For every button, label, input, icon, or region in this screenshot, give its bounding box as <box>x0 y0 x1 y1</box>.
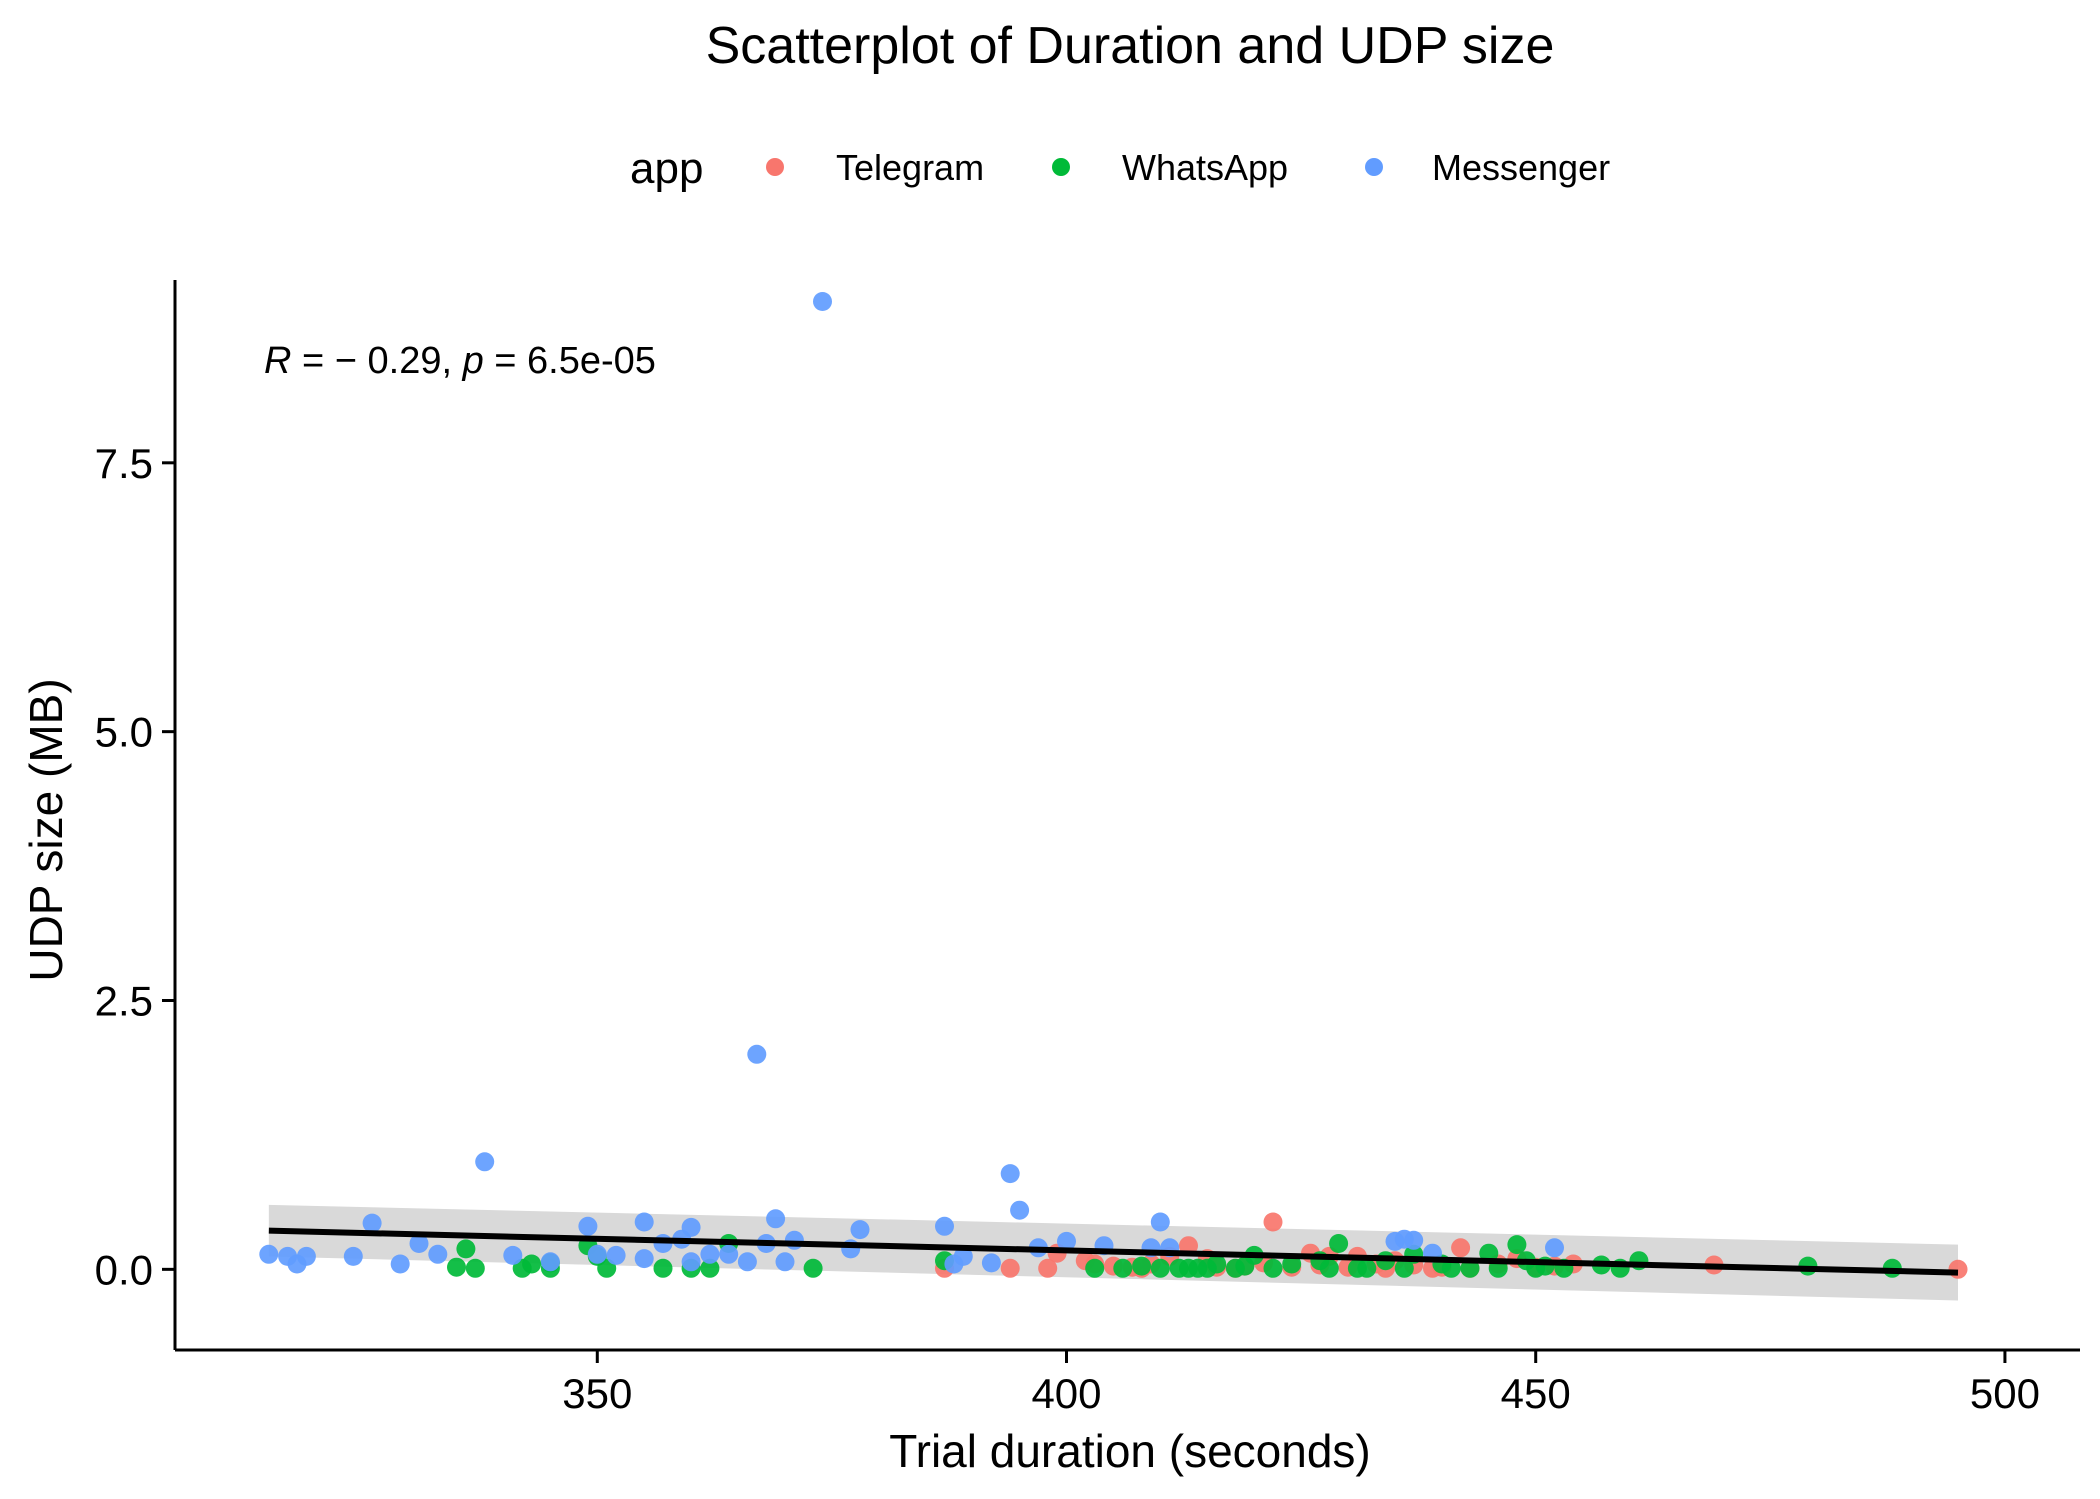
chart-title: Scatterplot of Duration and UDP size <box>706 17 1555 75</box>
data-point-messenger <box>587 1244 607 1264</box>
x-axis-title: Trial duration (seconds) <box>889 1425 1371 1477</box>
x-tick-label: 500 <box>1970 1370 2040 1417</box>
data-point-whatsapp <box>465 1258 485 1278</box>
legend: app Telegram WhatsApp Messenger <box>630 144 1610 193</box>
data-point-messenger <box>981 1253 1001 1273</box>
data-point-whatsapp <box>1329 1234 1349 1253</box>
p-symbol: p <box>462 340 484 382</box>
x-tick-label: 450 <box>1501 1370 1571 1417</box>
data-point-telegram <box>1451 1238 1471 1258</box>
regression-line <box>268 1227 1959 1276</box>
data-point-messenger <box>259 1244 279 1264</box>
data-point-messenger <box>850 1220 870 1240</box>
legend-label-messenger: Messenger <box>1432 147 1610 188</box>
legend-title: app <box>630 144 703 193</box>
data-point-whatsapp <box>447 1257 466 1277</box>
data-points <box>259 292 1968 1279</box>
data-point-messenger <box>475 1152 495 1172</box>
data-point-messenger <box>953 1246 973 1266</box>
data-point-whatsapp <box>1113 1258 1133 1278</box>
data-point-messenger <box>719 1244 739 1264</box>
data-point-telegram <box>1000 1258 1020 1278</box>
data-point-messenger <box>362 1213 382 1233</box>
data-point-messenger <box>766 1209 786 1229</box>
data-point-telegram <box>1948 1259 1968 1279</box>
data-point-whatsapp <box>1263 1258 1283 1278</box>
legend-item-messenger: Messenger <box>1365 147 1610 188</box>
legend-label-telegram: Telegram <box>836 147 984 188</box>
axes: 350 400 450 500 0.0 2.5 5.0 7.5 <box>95 280 2080 1417</box>
data-point-messenger <box>343 1246 363 1266</box>
data-point-whatsapp <box>522 1254 542 1274</box>
data-point-whatsapp <box>1357 1258 1377 1278</box>
data-point-whatsapp <box>1207 1254 1227 1274</box>
data-point-whatsapp <box>456 1239 476 1259</box>
data-point-messenger <box>606 1245 626 1265</box>
data-point-messenger <box>503 1245 523 1265</box>
x-tick-label: 400 <box>1031 1370 1101 1417</box>
data-point-messenger <box>428 1244 448 1264</box>
data-point-whatsapp <box>1394 1258 1414 1278</box>
data-point-whatsapp <box>803 1258 823 1278</box>
data-point-messenger <box>775 1252 795 1272</box>
data-point-whatsapp <box>1150 1258 1170 1278</box>
y-tick-label: 5.0 <box>95 709 153 756</box>
y-tick-label: 0.0 <box>95 1246 153 1293</box>
y-axis-title: UDP size (MB) <box>20 678 72 981</box>
data-point-telegram <box>1038 1258 1058 1278</box>
data-point-messenger <box>1545 1238 1564 1258</box>
data-point-whatsapp <box>1085 1258 1105 1278</box>
legend-marker-whatsapp <box>1052 158 1070 176</box>
data-point-whatsapp <box>1441 1258 1461 1278</box>
legend-marker-telegram <box>766 158 784 176</box>
data-point-whatsapp <box>700 1258 720 1278</box>
data-point-messenger <box>1010 1200 1030 1220</box>
data-point-messenger <box>784 1230 804 1250</box>
data-point-messenger <box>1150 1212 1170 1232</box>
data-point-messenger <box>634 1249 654 1269</box>
y-tick-label: 7.5 <box>95 440 153 487</box>
series-messenger <box>259 292 1564 1274</box>
data-point-whatsapp <box>1132 1256 1152 1276</box>
y-tick-label: 2.5 <box>95 978 153 1025</box>
data-point-messenger <box>578 1216 598 1236</box>
data-point-messenger <box>681 1252 701 1272</box>
legend-item-telegram: Telegram <box>766 147 984 188</box>
r-value: = − 0.29, <box>291 340 462 382</box>
data-point-messenger <box>1404 1230 1424 1250</box>
data-point-messenger <box>634 1212 654 1232</box>
data-point-whatsapp <box>1507 1235 1527 1255</box>
data-point-messenger <box>813 292 832 311</box>
data-point-messenger <box>390 1254 410 1274</box>
data-point-messenger <box>296 1246 316 1266</box>
legend-item-whatsapp: WhatsApp <box>1052 147 1288 188</box>
p-value: = 6.5e-05 <box>484 340 656 382</box>
data-point-messenger <box>1057 1231 1076 1251</box>
data-point-messenger <box>737 1252 757 1272</box>
data-point-whatsapp <box>653 1258 673 1278</box>
legend-marker-messenger <box>1365 158 1383 176</box>
data-point-messenger <box>409 1234 429 1253</box>
data-point-messenger <box>747 1044 767 1064</box>
data-point-messenger <box>681 1217 701 1237</box>
data-point-messenger <box>540 1252 560 1272</box>
x-tick-label: 350 <box>562 1370 632 1417</box>
data-point-whatsapp <box>1282 1254 1302 1274</box>
data-point-whatsapp <box>1319 1258 1339 1278</box>
fit-line <box>268 1227 1959 1276</box>
data-point-messenger <box>700 1244 720 1264</box>
correlation-annotation: R = − 0.29, p = 6.5e-05 <box>264 340 656 382</box>
r-symbol: R <box>264 340 291 382</box>
legend-label-whatsapp: WhatsApp <box>1122 147 1288 188</box>
data-point-messenger <box>935 1216 954 1236</box>
data-point-messenger <box>1000 1164 1020 1184</box>
data-point-telegram <box>1263 1212 1283 1232</box>
